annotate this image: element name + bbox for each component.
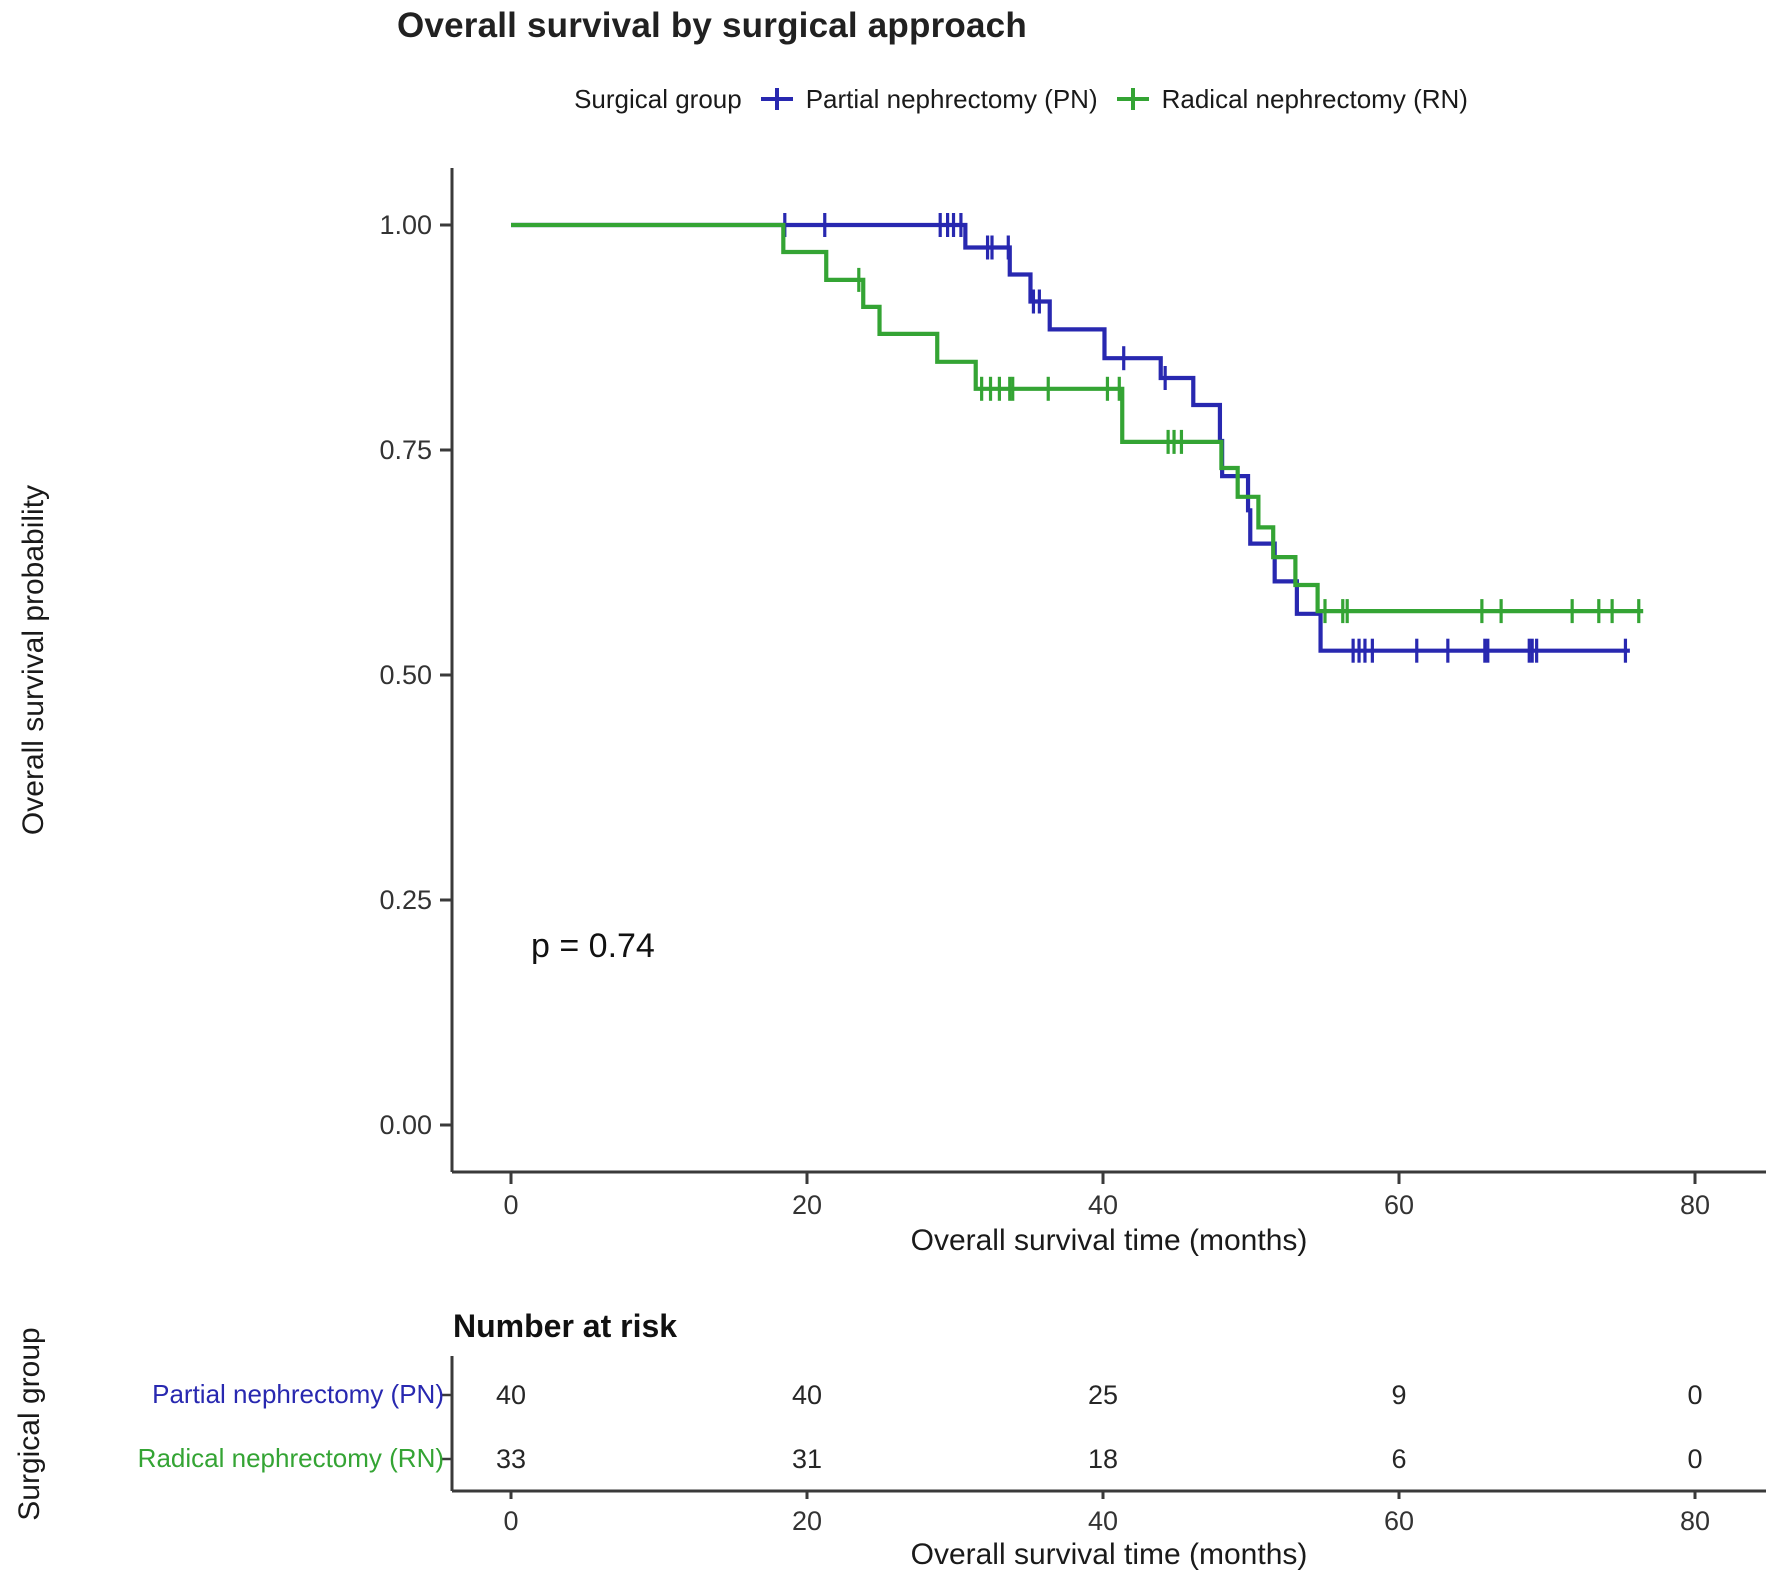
legend-title: Surgical group [574,83,742,114]
x-axis-tick-label: 20 [792,1190,822,1220]
risk-count-value: 33 [496,1444,526,1474]
risk-count-value: 9 [1391,1380,1406,1410]
p-value-annotation: p = 0.74 [531,927,655,965]
legend-item-pn: Partial nephrectomy (PN) [758,80,1098,118]
y-axis-tick-label: 0.25 [379,885,432,915]
x-axis-tick-label: 0 [503,1190,518,1220]
risk-table-x-tick-label: 40 [1088,1506,1118,1536]
risk-count-value: 18 [1088,1444,1118,1474]
page-title: Overall survival by surgical approach [397,6,1027,45]
y-axis-tick-label: 0.75 [379,435,432,465]
y-axis-tick-label: 1.00 [379,210,432,240]
risk-table-y-axis-title: Surgical group [13,1327,46,1521]
risk-count-value: 40 [792,1380,822,1410]
risk-table-x-tick-label: 60 [1384,1506,1414,1536]
legend: Surgical group Partial nephrectomy (PN) … [0,80,1772,118]
legend-label-rn: Radical nephrectomy (RN) [1161,83,1468,114]
y-axis-tick-label: 0.50 [379,660,432,690]
risk-table-title: Number at risk [453,1308,678,1344]
risk-count-value: 31 [792,1444,822,1474]
x-axis-title: Overall survival time (months) [910,1224,1308,1257]
km-curve-rn [511,222,1644,614]
y-axis-tick-label: 0.00 [379,1110,432,1140]
risk-count-value: 6 [1391,1444,1406,1474]
risk-count-value: 25 [1088,1380,1118,1410]
plus-marker-icon-rn [1116,88,1149,110]
km-curve-pn [511,222,1630,653]
risk-count-value: 0 [1687,1380,1702,1410]
x-axis-tick-label: 40 [1088,1190,1118,1220]
legend-item-rn: Radical nephrectomy (RN) [1114,80,1468,118]
risk-table-x-tick-label: 0 [503,1506,518,1536]
risk-table-x-tick-label: 20 [792,1506,822,1536]
risk-row-label-pn: Partial nephrectomy (PN) [152,1379,444,1409]
risk-count-value: 40 [496,1380,526,1410]
risk-table-x-tick-label: 80 [1680,1506,1710,1536]
risk-row-label-rn: Radical nephrectomy (RN) [137,1443,444,1473]
risk-count-value: 0 [1687,1444,1702,1474]
x-axis-tick-label: 80 [1680,1190,1710,1220]
x-axis-tick-label: 60 [1384,1190,1414,1220]
plus-marker-icon-pn [760,88,793,110]
risk-table-x-axis-title: Overall survival time (months) [910,1538,1308,1571]
legend-label-pn: Partial nephrectomy (PN) [805,83,1098,114]
